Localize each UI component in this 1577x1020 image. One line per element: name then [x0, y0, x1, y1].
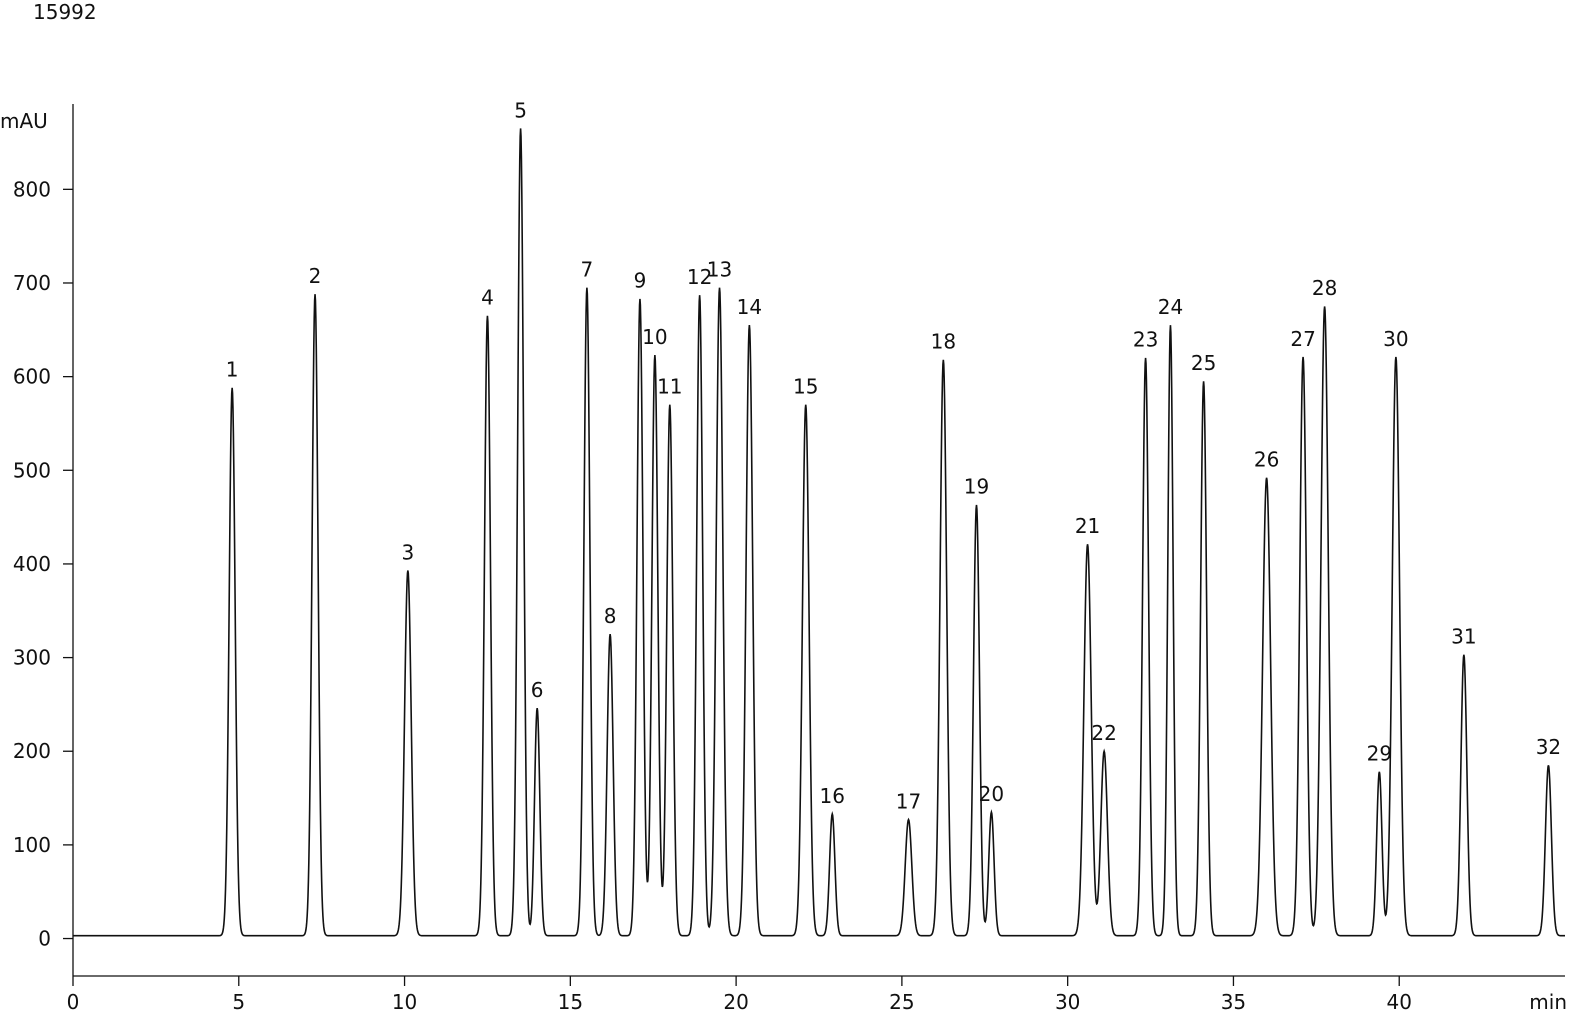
peak-label: 25: [1191, 351, 1216, 375]
peak-label: 2: [309, 264, 322, 288]
x-tick-label: 30: [1055, 990, 1080, 1014]
y-tick-label: 100: [13, 833, 51, 857]
peak-label: 1: [226, 358, 239, 382]
x-tick-label: 25: [889, 990, 914, 1014]
peak-label: 28: [1312, 276, 1337, 300]
x-tick-label: 35: [1221, 990, 1246, 1014]
peak-label: 32: [1536, 735, 1561, 759]
x-tick-label: 20: [723, 990, 748, 1014]
chart-axes: 0 100 200 300 400 500 600 700 800 0 5 10 15 20 25 30 35 4…: [0, 104, 1567, 1014]
x-tick-label: 5: [232, 990, 245, 1014]
peak-label: 13: [707, 257, 732, 281]
peak-label: 3: [402, 540, 415, 564]
y-tick-label: 500: [13, 458, 51, 482]
peak-label: 23: [1133, 328, 1158, 352]
peak-label: 31: [1451, 625, 1476, 649]
x-tick-label: 40: [1386, 990, 1411, 1014]
chromatogram-trace: [73, 128, 1565, 937]
peak-label: 24: [1158, 295, 1183, 319]
y-tick-label: 600: [13, 365, 51, 389]
peak-label: 12: [687, 265, 712, 289]
peak-label: 7: [581, 257, 594, 281]
x-tick-label: 0: [67, 990, 80, 1014]
peak-label: 14: [737, 295, 762, 319]
peak-label: 30: [1383, 327, 1408, 351]
peak-label: 29: [1367, 742, 1392, 766]
peak-label: 27: [1290, 327, 1315, 351]
peak-label: 8: [604, 604, 617, 628]
peak-label: 18: [931, 330, 956, 354]
peak-label: 26: [1254, 448, 1279, 472]
y-tick-label: 800: [13, 177, 51, 201]
x-axis-label: min: [1529, 990, 1567, 1014]
y-tick-label: 700: [13, 271, 51, 295]
peak-label: 4: [481, 286, 494, 310]
peak-label: 11: [657, 375, 682, 399]
peak-label: 22: [1091, 721, 1116, 745]
peak-label: 5: [514, 98, 527, 122]
peak-label: 6: [531, 678, 544, 702]
peak-label: 16: [820, 784, 845, 808]
y-axis-label: mAU: [0, 109, 48, 133]
peak-label: 17: [896, 789, 921, 813]
peak-label: 9: [634, 269, 647, 293]
y-tick-label: 0: [38, 927, 51, 951]
y-tick-label: 300: [13, 646, 51, 670]
peak-label: 19: [964, 475, 989, 499]
x-tick-label: 15: [558, 990, 583, 1014]
peak-label: 10: [642, 325, 667, 349]
peak-label: 21: [1075, 514, 1100, 538]
peak-label: 20: [979, 782, 1004, 806]
figure-id-label: 15992: [33, 0, 97, 24]
x-tick-label: 10: [392, 990, 417, 1014]
peak-label: 15: [793, 375, 818, 399]
y-tick-label: 400: [13, 552, 51, 576]
y-tick-label: 200: [13, 739, 51, 763]
